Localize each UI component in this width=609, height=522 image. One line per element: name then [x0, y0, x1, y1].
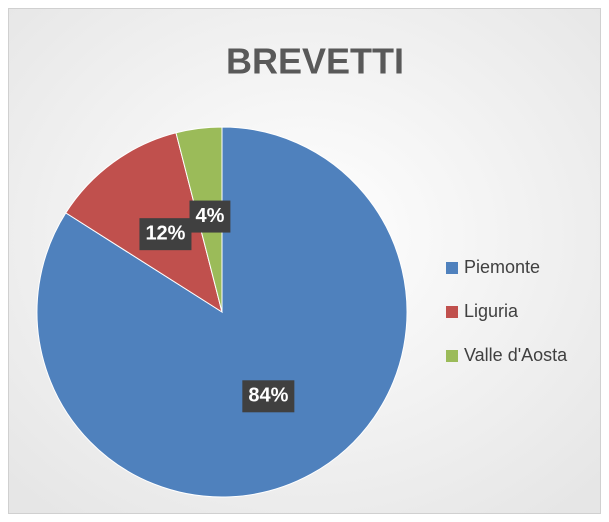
- legend-label: Liguria: [464, 301, 519, 321]
- chart-title: BREVETTI: [226, 41, 404, 82]
- data-label-box: [189, 200, 231, 233]
- data-label: 4%: [195, 205, 224, 227]
- data-label-box: [139, 218, 192, 251]
- legend-swatch: [446, 350, 458, 362]
- legend-label: Valle d'Aosta: [464, 345, 568, 365]
- data-label-box: [242, 380, 295, 413]
- data-label: 84%: [248, 385, 288, 407]
- legend-label: Piemonte: [464, 257, 540, 277]
- legend-swatch: [446, 306, 458, 318]
- legend-swatch: [446, 262, 458, 274]
- data-label: 12%: [145, 222, 185, 244]
